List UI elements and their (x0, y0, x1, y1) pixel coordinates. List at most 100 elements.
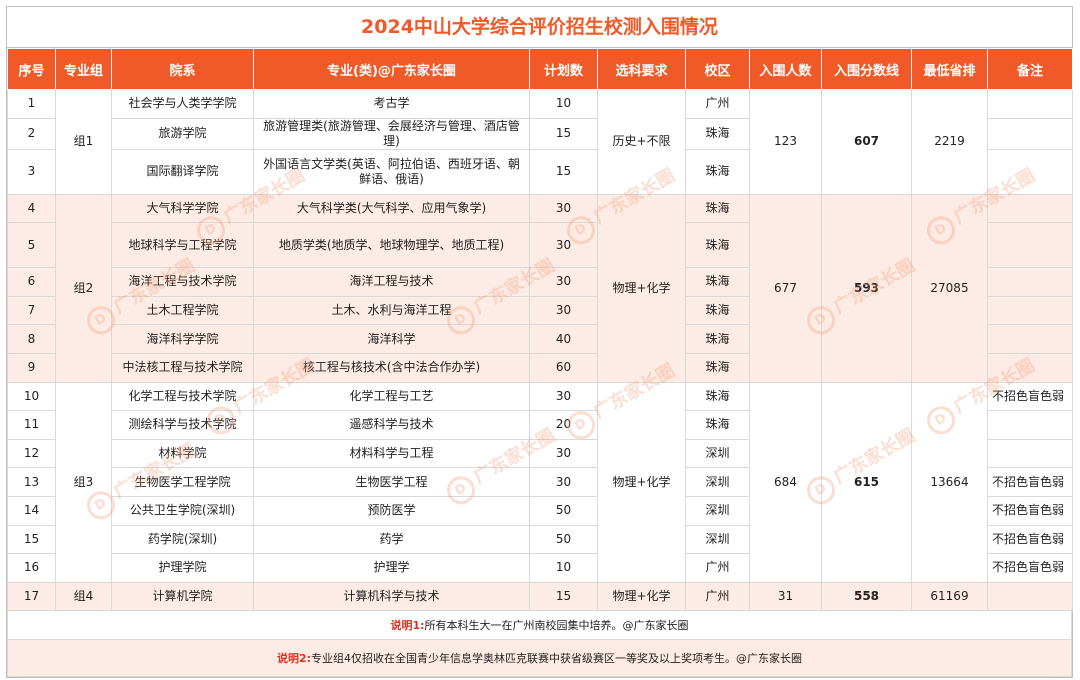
table-row: 13 生物医学工程学院 生物医学工程 30 深圳 不招色盲色弱 (7, 467, 1073, 497)
row-campus: 珠海 (685, 267, 750, 297)
row-plan: 15 (529, 148, 598, 195)
row-major: 生物医学工程 (253, 467, 530, 497)
group-cutoff: 615 (821, 381, 912, 583)
group-subject: 物理+化学 (597, 193, 686, 383)
row-campus: 深圳 (685, 524, 750, 555)
group-admitted: 684 (749, 381, 822, 583)
row-no: 2 (7, 117, 56, 150)
row-no: 6 (7, 267, 56, 297)
group-admitted: 31 (749, 581, 822, 612)
footnote-1-text: 所有本科生大一在广州南校园集中培养。@广东家长圈 (424, 619, 689, 633)
row-note (987, 295, 1073, 326)
row-plan: 30 (529, 438, 598, 469)
row-school: 国际翻译学院 (111, 148, 254, 195)
group-rank: 2219 (911, 89, 988, 195)
footnote-1-key: 说明1: (390, 619, 425, 633)
row-note: 不招色盲色弱 (987, 467, 1073, 497)
row-campus: 珠海 (685, 148, 750, 195)
row-school: 计算机学院 (111, 581, 254, 612)
row-campus: 珠海 (685, 193, 750, 224)
table-row: 16 护理学院 护理学 10 广州 不招色盲色弱 (7, 553, 1073, 583)
row-major: 外国语言文学类(英语、阿拉伯语、西班牙语、朝鲜语、俄语) (253, 148, 530, 195)
table-row: 11 测绘科学与技术学院 遥感科学与技术 20 珠海 (7, 410, 1073, 440)
row-major: 药学 (253, 524, 530, 555)
group-cutoff: 593 (821, 193, 912, 383)
table-row: 10 组3 化学工程与技术学院 化学工程与工艺 30 物理+化学 珠海 684 … (7, 381, 1073, 583)
row-no: 1 (7, 89, 56, 119)
row-note: 不招色盲色弱 (987, 553, 1073, 583)
row-note (987, 148, 1073, 195)
row-note (987, 352, 1073, 383)
table-header-row: 序号 专业组 院系 专业(类)@广东家长圈 计划数 选科要求 校区 入围人数 入… (7, 48, 1073, 90)
row-no: 10 (7, 381, 56, 412)
col-header-note: 备注 (987, 48, 1073, 90)
row-campus: 珠海 (685, 324, 750, 354)
row-school: 海洋科学学院 (111, 324, 254, 354)
col-header-campus: 校区 (685, 48, 750, 90)
col-header-school: 院系 (111, 48, 254, 90)
row-campus: 珠海 (685, 381, 750, 412)
row-major: 海洋科学 (253, 324, 530, 354)
row-campus: 珠海 (685, 295, 750, 326)
row-plan: 10 (529, 89, 598, 119)
row-school: 化学工程与技术学院 (111, 381, 254, 412)
col-header-subject: 选科要求 (597, 48, 686, 90)
row-school: 大气科学学院 (111, 193, 254, 224)
row-note (987, 410, 1073, 440)
row-school: 生物医学工程学院 (111, 467, 254, 497)
row-no: 11 (7, 410, 56, 440)
row-campus: 深圳 (685, 467, 750, 497)
group-subject: 历史+不限 (597, 89, 686, 195)
group-subject: 物理+化学 (597, 581, 686, 612)
row-note (987, 324, 1073, 354)
group-rank: 27085 (911, 193, 988, 383)
row-note: 不招色盲色弱 (987, 495, 1073, 526)
row-no: 9 (7, 352, 56, 383)
group-name: 组2 (55, 193, 112, 383)
col-header-no: 序号 (7, 48, 56, 90)
row-major: 核工程与核技术(含中法合作办学) (253, 352, 530, 383)
row-major: 大气科学类(大气科学、应用气象学) (253, 193, 530, 224)
row-plan: 10 (529, 553, 598, 583)
row-major: 地质学类(地质学、地球物理学、地质工程) (253, 222, 530, 269)
group-cutoff: 558 (821, 581, 912, 612)
table-row: 4 组2 大气科学学院 大气科学类(大气科学、应用气象学) 30 物理+化学 珠… (7, 193, 1073, 383)
table-row: 5 地球科学与工程学院 地质学类(地质学、地球物理学、地质工程) 30 珠海 (7, 222, 1073, 269)
col-header-major: 专业(类)@广东家长圈 (253, 48, 530, 90)
row-major: 预防医学 (253, 495, 530, 526)
row-campus: 广州 (685, 89, 750, 119)
row-major: 护理学 (253, 553, 530, 583)
row-no: 17 (7, 581, 56, 612)
row-no: 16 (7, 553, 56, 583)
row-plan: 50 (529, 495, 598, 526)
table-row: 15 药学院(深圳) 药学 50 深圳 不招色盲色弱 (7, 524, 1073, 555)
group-admitted: 677 (749, 193, 822, 383)
row-note (987, 117, 1073, 150)
row-plan: 40 (529, 324, 598, 354)
footnote-2: 说明2:专业组4仅招收在全国青少年信息学奥林匹克联赛中获省级赛区一等奖及以上奖项… (7, 640, 1072, 678)
row-plan: 50 (529, 524, 598, 555)
group-rank: 13664 (911, 381, 988, 583)
table-row: 6 海洋工程与技术学院 海洋工程与技术 30 珠海 (7, 267, 1073, 297)
row-school: 海洋工程与技术学院 (111, 267, 254, 297)
row-school: 药学院(深圳) (111, 524, 254, 555)
row-note (987, 267, 1073, 297)
row-note (987, 193, 1073, 224)
row-plan: 15 (529, 581, 598, 612)
row-plan: 30 (529, 222, 598, 269)
row-no: 8 (7, 324, 56, 354)
table-row: 8 海洋科学学院 海洋科学 40 珠海 (7, 324, 1073, 354)
row-major: 土木、水利与海洋工程 (253, 295, 530, 326)
row-major: 海洋工程与技术 (253, 267, 530, 297)
group-cutoff: 607 (821, 89, 912, 195)
row-major: 考古学 (253, 89, 530, 119)
table-row: 3 国际翻译学院 外国语言文学类(英语、阿拉伯语、西班牙语、朝鲜语、俄语) 15… (7, 148, 1073, 195)
row-school: 护理学院 (111, 553, 254, 583)
table-row: 12 材料学院 材料科学与工程 30 深圳 (7, 438, 1073, 469)
row-plan: 30 (529, 193, 598, 224)
row-campus: 珠海 (685, 117, 750, 150)
row-note: 不招色盲色弱 (987, 381, 1073, 412)
row-note (987, 89, 1073, 119)
group-subject: 物理+化学 (597, 381, 686, 583)
table-row: 2 旅游学院 旅游管理类(旅游管理、会展经济与管理、酒店管理) 15 珠海 (7, 117, 1073, 150)
